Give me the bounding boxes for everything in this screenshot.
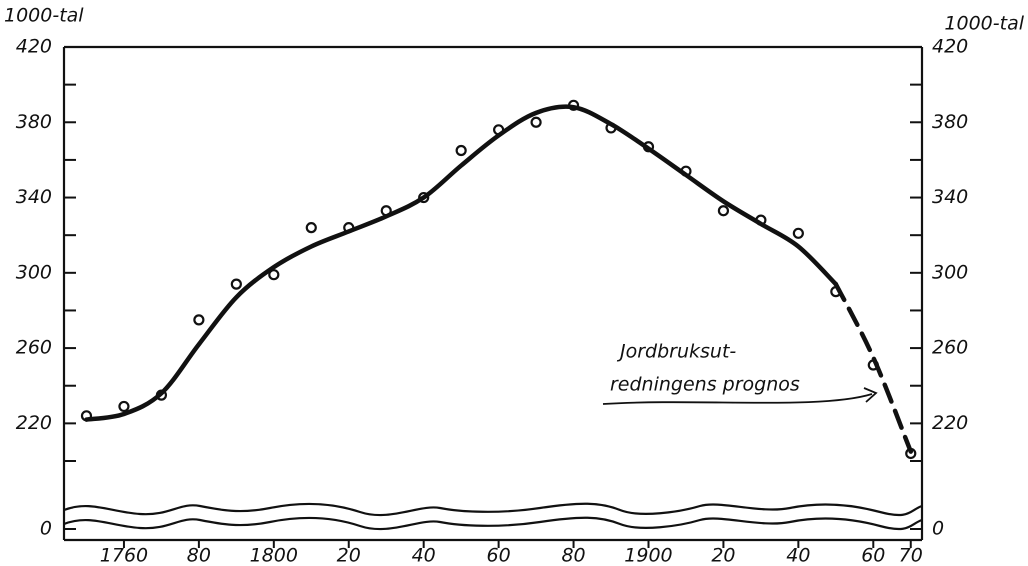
annotation: Jordbruksut-	[616, 341, 736, 363]
y-tick-label: 220	[16, 412, 52, 434]
axis-break	[63, 516, 923, 531]
y2-tick-label: 0	[932, 518, 944, 540]
y-tick-label: 340	[16, 186, 52, 208]
y2-axis-label: 1000-tal	[944, 13, 1024, 35]
annotation-arrowhead	[863, 387, 878, 403]
annotation: redningens prognos	[610, 374, 800, 396]
y2-tick-label: 260	[932, 337, 968, 359]
y-tick-label: 0	[40, 518, 52, 540]
data-point	[455, 144, 467, 157]
y-tick-label: 380	[16, 111, 52, 133]
x-tick-label: 1900	[624, 545, 672, 566]
data-point	[792, 227, 804, 239]
x-tick-label: 80	[187, 545, 211, 566]
x-tick-label: 40	[786, 545, 810, 566]
data-point	[193, 314, 205, 326]
y2-tick-label: 340	[932, 186, 968, 208]
y2-tick-label: 220	[932, 412, 968, 434]
y-tick-label: 300	[16, 261, 52, 283]
annotation-arrow	[602, 393, 873, 405]
y-axis-label: 1000-tal	[4, 5, 84, 27]
x-tick-label: 60	[487, 545, 511, 566]
x-tick-label: 1760	[100, 545, 148, 566]
x-tick-label: 70	[899, 545, 923, 566]
data-point	[268, 269, 280, 281]
data-point	[230, 278, 242, 290]
data-point	[305, 222, 317, 234]
y2-tick-label: 300	[932, 261, 968, 283]
trend-line	[84, 104, 839, 422]
x-tick-label: 60	[861, 545, 885, 566]
y-tick-label: 260	[16, 337, 52, 359]
x-tick-label: 20	[337, 545, 361, 566]
data-point	[530, 116, 542, 128]
x-tick-label: 40	[412, 545, 436, 566]
data-point	[717, 205, 730, 217]
x-tick-label: 1800	[250, 545, 298, 566]
data-point	[418, 191, 430, 204]
y2-tick-label: 420	[932, 36, 968, 58]
x-tick-label: 80	[561, 545, 585, 566]
y2-tick-label: 380	[932, 111, 968, 133]
y-tick-label: 420	[16, 36, 52, 58]
axis-break	[63, 502, 923, 517]
x-tick-label: 20	[711, 545, 735, 566]
data-point	[118, 400, 130, 413]
forecast-line	[833, 281, 914, 454]
